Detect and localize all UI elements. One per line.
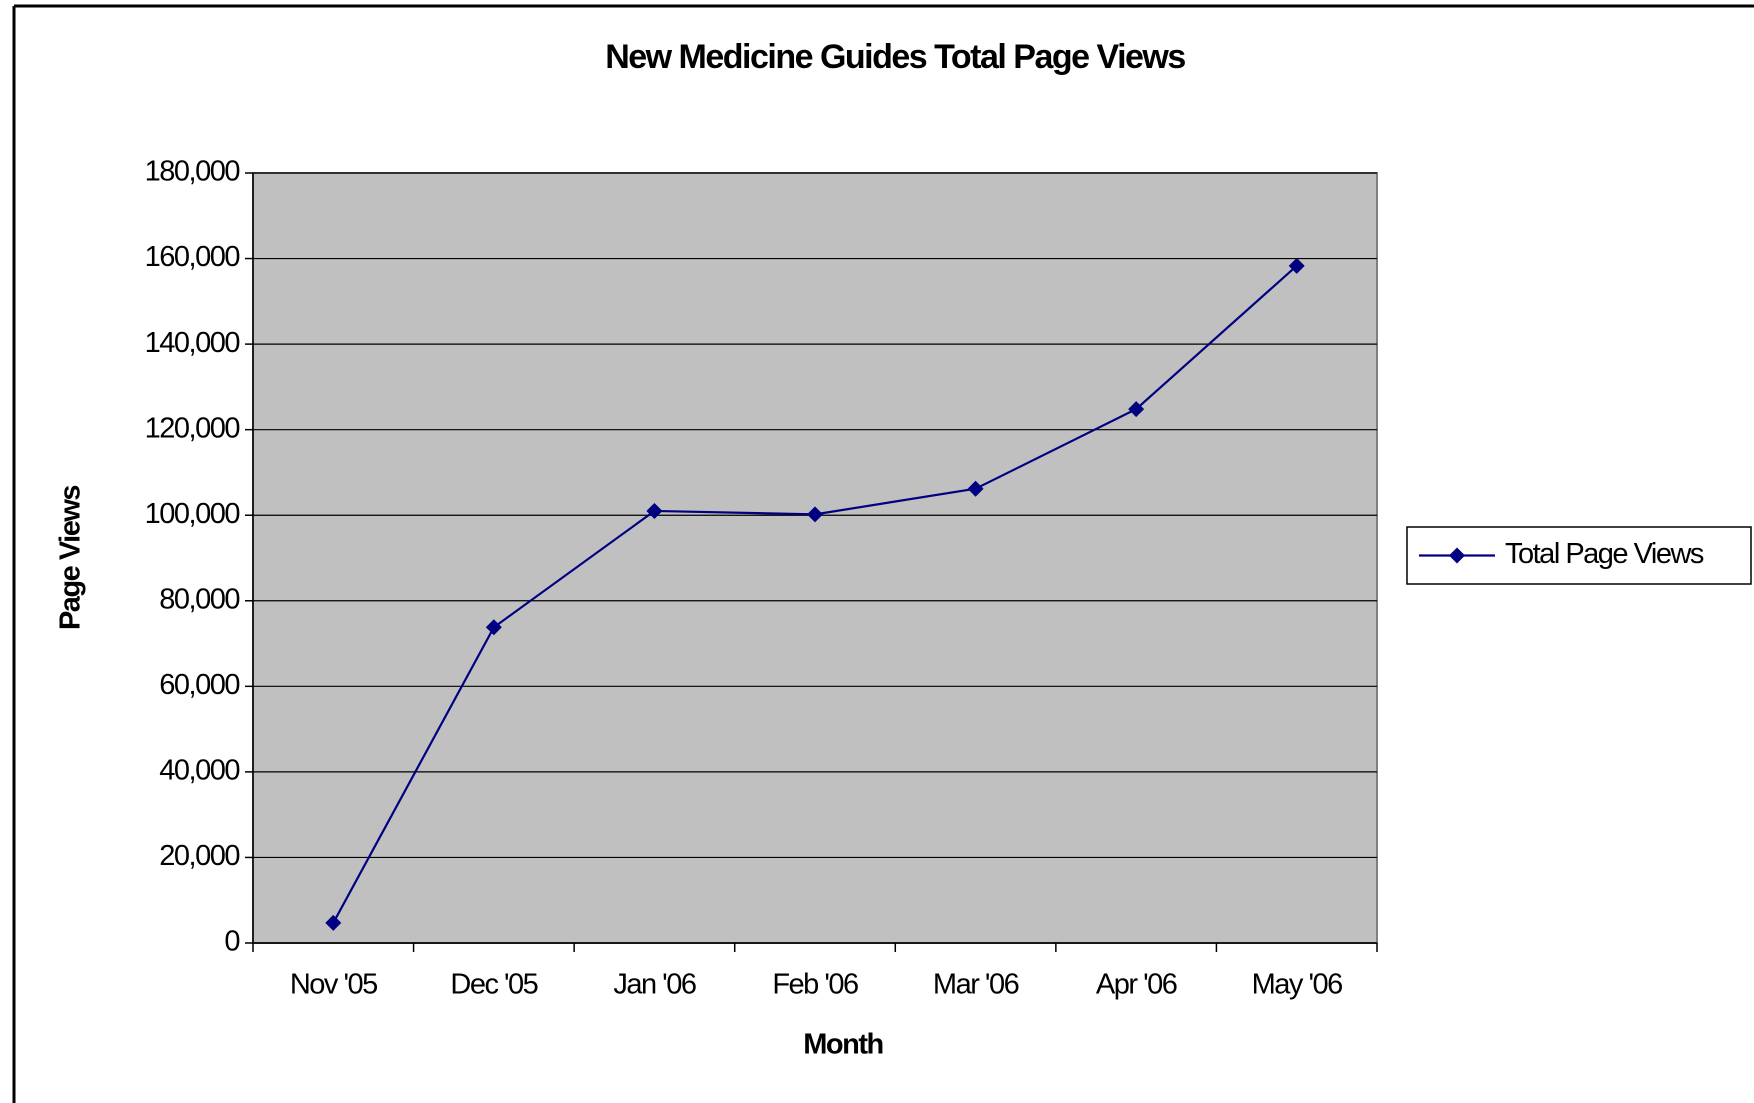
marker [325, 914, 342, 931]
y-tick-label: 120,000 [145, 412, 240, 444]
legend-marker [1449, 547, 1465, 564]
y-tick-label: 160,000 [145, 241, 240, 273]
y-tick-label: 20,000 [159, 840, 239, 872]
y-tick-label: 180,000 [145, 156, 240, 188]
x-tick-label: May '06 [1252, 969, 1343, 1001]
x-tick-label: Apr '06 [1096, 969, 1177, 1001]
x-tick-label: Dec '05 [450, 969, 537, 1001]
y-tick-label: 0 [224, 926, 239, 958]
y-axis-label: Page Views [55, 486, 87, 630]
y-tick-label: 80,000 [159, 583, 239, 615]
marker [1128, 401, 1145, 418]
x-tick-label: Jan '06 [613, 969, 695, 1001]
y-tick-label: 140,000 [145, 327, 240, 359]
y-tick-label: 100,000 [145, 498, 240, 530]
marker [1288, 257, 1305, 274]
marker [485, 619, 502, 636]
marker [646, 502, 663, 519]
y-tick-label: 60,000 [159, 669, 239, 701]
x-tick-label: Mar '06 [933, 969, 1019, 1001]
marker [807, 506, 823, 523]
x-tick-label: Nov '05 [290, 969, 377, 1001]
chart-title: New Medicine Guides Total Page Views [605, 38, 1185, 76]
x-tick-label: Feb '06 [772, 969, 858, 1001]
y-tick-label: 40,000 [159, 755, 239, 787]
marker [967, 480, 984, 497]
x-axis-label: Month [803, 1029, 882, 1061]
legend-label: Total Page Views [1505, 538, 1704, 570]
plot-area [252, 172, 1378, 944]
